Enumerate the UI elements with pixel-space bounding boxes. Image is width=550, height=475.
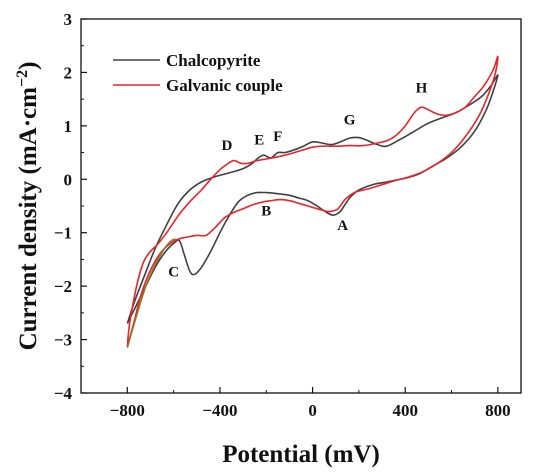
y-tick-label: 0	[64, 170, 73, 189]
y-tick-label: −2	[54, 277, 72, 296]
peak-label-e: E	[254, 133, 264, 149]
series-line-galvanic-couple	[126, 55, 499, 348]
peak-label-f: F	[273, 129, 282, 145]
y-axis-title-exponent: −2	[14, 70, 31, 87]
legend-label-chalcopyrite: Chalcopyrite	[166, 51, 261, 70]
y-tick-label: −1	[54, 224, 72, 243]
y-tick-label: 1	[64, 117, 73, 136]
x-axis-title: Potential (mV)	[222, 441, 380, 468]
y-axis-title: Current density (mA·cm−2)	[14, 62, 42, 351]
peak-label-c: C	[168, 265, 179, 281]
y-tick-label: 3	[64, 10, 73, 29]
y-tick-label: −4	[54, 384, 73, 403]
x-tick-label: −800	[110, 401, 145, 420]
x-tick-label: 0	[308, 401, 317, 420]
series-layer	[126, 55, 499, 348]
series-line-chalcopyrite	[126, 74, 499, 324]
y-tick-label: 2	[64, 63, 73, 82]
legend: Chalcopyrite Galvanic couple	[113, 51, 283, 95]
x-tick-label: 800	[485, 401, 511, 420]
axis-ticks: −800 −400 0 400 800 −4 −3 −2 −1 0 1 2 3	[54, 10, 511, 420]
peak-label-g: G	[344, 112, 356, 128]
peak-label-h: H	[416, 81, 428, 97]
y-axis-title-main: Current density (mA·cm	[15, 87, 42, 351]
x-tick-label: −400	[202, 401, 237, 420]
peak-label-b: B	[261, 204, 271, 220]
y-tick-label: −3	[54, 331, 72, 350]
y-axis-title-close: )	[15, 62, 42, 70]
legend-label-galvanic-couple: Galvanic couple	[166, 76, 283, 95]
series-line-overlap	[126, 238, 177, 348]
peak-label-d: D	[221, 138, 232, 154]
plot-frame	[80, 18, 522, 394]
peak-annotations: A B C D E F G H	[168, 81, 427, 281]
x-tick-label: 400	[392, 401, 418, 420]
peak-label-a: A	[337, 218, 348, 234]
